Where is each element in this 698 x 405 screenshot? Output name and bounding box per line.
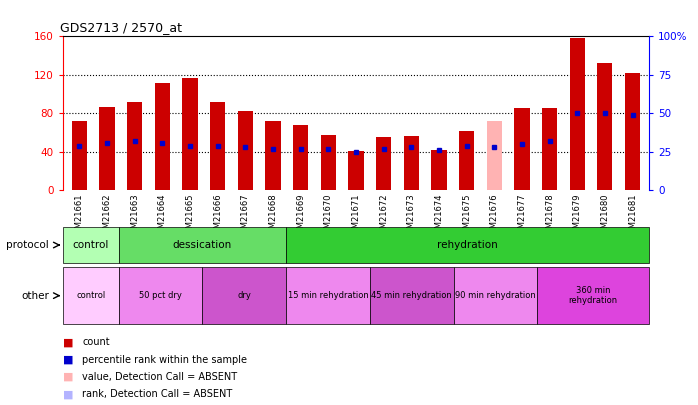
Text: control: control xyxy=(76,291,105,300)
Text: GDS2713 / 2570_at: GDS2713 / 2570_at xyxy=(60,21,182,34)
Text: ■: ■ xyxy=(63,337,73,347)
Text: ■: ■ xyxy=(63,372,73,382)
Text: 45 min rehydration: 45 min rehydration xyxy=(371,291,452,300)
Bar xyxy=(454,267,537,324)
Text: 360 min
rehydration: 360 min rehydration xyxy=(569,286,618,305)
Text: protocol: protocol xyxy=(6,240,49,250)
Bar xyxy=(403,136,419,190)
Text: 90 min rehydration: 90 min rehydration xyxy=(455,291,536,300)
Bar xyxy=(431,150,447,190)
Bar xyxy=(542,108,557,190)
Bar xyxy=(625,73,640,190)
Bar xyxy=(376,137,392,190)
Bar xyxy=(570,38,585,190)
Bar xyxy=(487,121,502,190)
Bar xyxy=(265,121,281,190)
Bar xyxy=(119,267,202,324)
Bar xyxy=(348,151,364,190)
Text: dry: dry xyxy=(237,291,251,300)
Text: other: other xyxy=(21,291,49,301)
Bar xyxy=(514,108,530,190)
Text: value, Detection Call = ABSENT: value, Detection Call = ABSENT xyxy=(82,372,237,382)
Bar xyxy=(537,267,649,324)
Bar xyxy=(370,267,454,324)
Bar xyxy=(155,83,170,190)
Bar xyxy=(286,267,370,324)
Bar xyxy=(127,102,142,190)
Text: rank, Detection Call = ABSENT: rank, Detection Call = ABSENT xyxy=(82,390,232,399)
Bar xyxy=(63,267,119,324)
Text: 50 pct dry: 50 pct dry xyxy=(139,291,182,300)
Bar xyxy=(286,227,649,263)
Bar xyxy=(459,131,474,190)
Bar xyxy=(99,107,114,190)
Bar xyxy=(182,78,198,190)
Text: rehydration: rehydration xyxy=(437,240,498,250)
Text: ■: ■ xyxy=(63,390,73,399)
Bar xyxy=(320,134,336,190)
Bar xyxy=(202,267,286,324)
Bar xyxy=(597,63,612,190)
Bar xyxy=(63,227,119,263)
Bar xyxy=(210,102,225,190)
Bar xyxy=(72,121,87,190)
Text: 15 min rehydration: 15 min rehydration xyxy=(288,291,369,300)
Bar xyxy=(119,227,286,263)
Text: percentile rank within the sample: percentile rank within the sample xyxy=(82,355,247,364)
Text: control: control xyxy=(73,240,109,250)
Text: ■: ■ xyxy=(63,355,73,364)
Text: count: count xyxy=(82,337,110,347)
Bar xyxy=(293,125,309,190)
Bar xyxy=(238,111,253,190)
Text: dessication: dessication xyxy=(173,240,232,250)
